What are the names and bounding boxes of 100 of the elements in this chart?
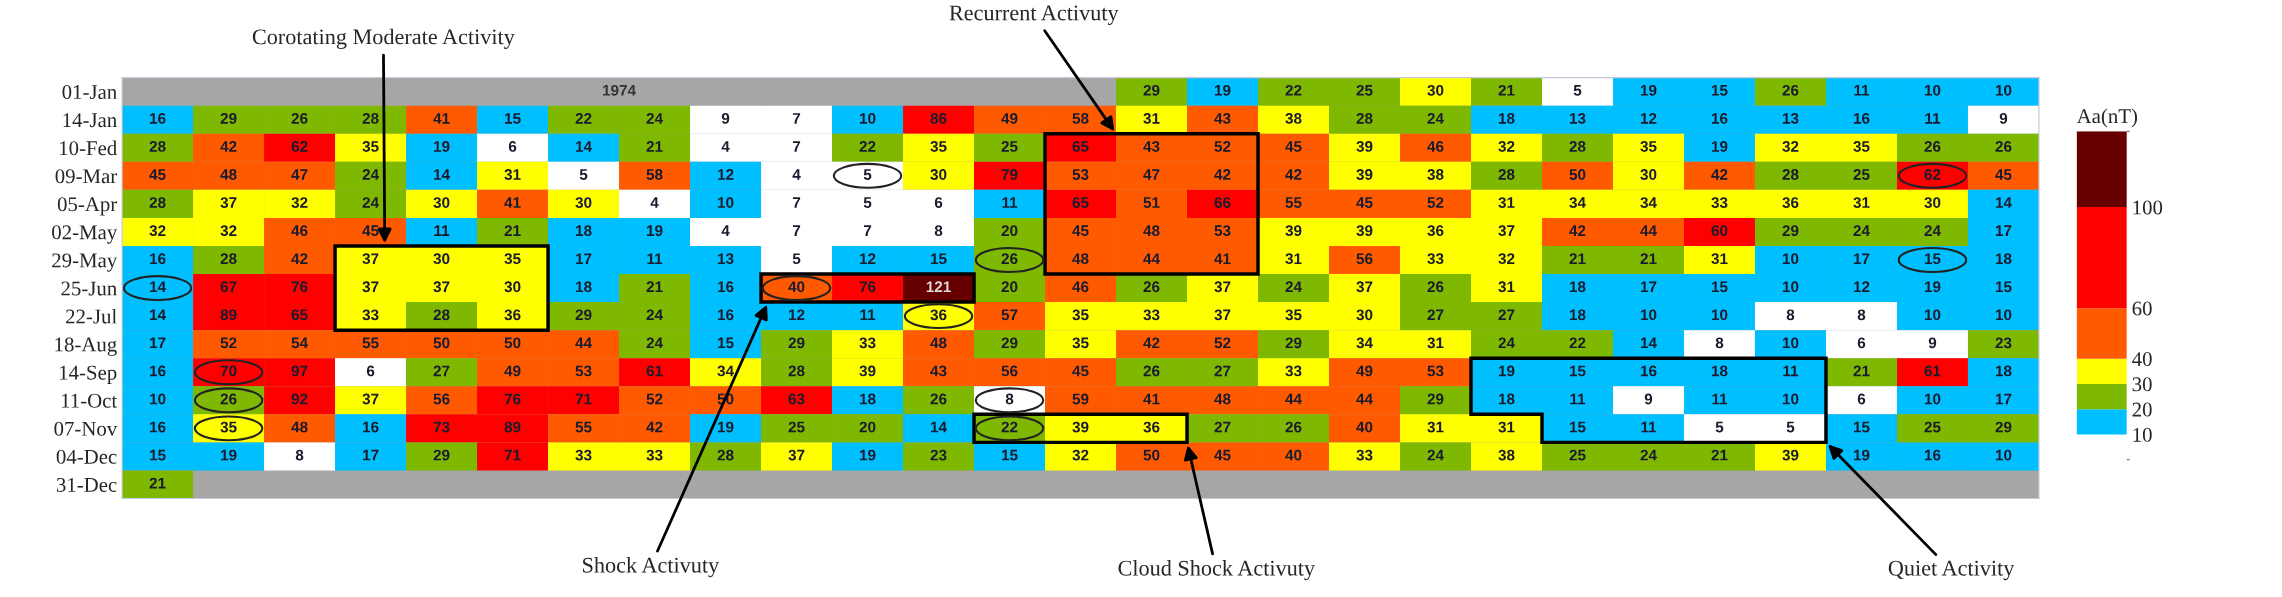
data-label: 28 [788,365,805,377]
data-label: 33 [1285,365,1302,377]
data-label: 36 [504,309,521,321]
data-label: 10 [1995,309,2012,321]
data-label: 14 [576,141,592,152]
data-label: 61 [646,365,663,377]
data-label: 67 [220,281,237,293]
data-label: 30 [1924,197,1941,208]
data-label: 7 [792,197,801,208]
data-label: 5 [863,197,872,208]
data-label: 9 [721,112,730,124]
data-label: 25 [1356,84,1373,96]
data-label: 15 [1711,281,1728,293]
data-label: 21 [1498,84,1515,96]
data-label: 79 [1001,169,1018,180]
data-label: 15 [150,449,166,461]
data-label: 24 [1853,225,1870,236]
data-label: 28 [149,197,166,208]
data-label: 16 [1640,365,1657,377]
data-label: 39 [1072,421,1089,433]
data-label: 86 [930,112,947,124]
data-label: 26 [220,393,237,405]
data-label: 48 [1143,225,1160,237]
data-label: 32 [1498,141,1515,152]
data-label: 50 [1569,169,1586,180]
data-label: 5 [863,169,872,180]
text: Cloud Shock Activuty [1118,560,1315,581]
data-label: 43 [1214,112,1231,124]
data-label: 30 [504,281,521,293]
data-label: 58 [646,169,663,180]
data-label: 29 [1143,84,1160,96]
data-label: 29 [220,112,237,124]
data-label: 11 [1641,421,1657,433]
data-label: 12 [718,169,734,180]
data-label: 32 [220,225,237,237]
data-label: 11 [1925,113,1941,124]
data-label: 37 [1356,281,1373,293]
data-label: 17 [1640,281,1657,292]
data-label: 45 [362,225,379,237]
y-tick-label: 14-Jan [63,113,117,128]
data-label: 49 [1356,365,1373,377]
data-label: 35 [504,253,521,265]
data-label: 10 [1924,393,1941,405]
data-label: 18 [1498,393,1515,405]
data-label: 29 [1001,337,1018,349]
data-label: 31 [1285,253,1302,265]
data-label: 45 [1214,449,1231,461]
data-label: 21 [646,281,663,292]
data-label: 62 [1924,169,1941,180]
data-label: 19 [1853,449,1870,461]
data-label: 25 [1924,421,1941,433]
text: Corotating Moderate Activity [252,28,515,49]
data-label: 56 [1001,365,1018,377]
data-label: 10 [1924,84,1941,96]
data-label: 34 [717,365,734,377]
data-label: 52 [1214,141,1231,152]
data-label: 44 [1143,253,1160,264]
data-label: 30 [575,197,592,208]
data-label: 76 [859,281,876,293]
data-label: 6 [1857,393,1866,405]
data-label: 17 [363,449,379,461]
data-label: 35 [220,421,237,433]
data-label: 37 [1498,225,1515,237]
data-label: 14 [1640,337,1657,349]
data-label: 10 [1711,309,1728,321]
data-label: 18 [1569,309,1586,321]
data-label: 45 [1995,169,2012,180]
data-label: 27 [1427,309,1444,321]
data-label: 39 [1782,449,1799,461]
data-label: 35 [1853,141,1870,152]
data-label: 56 [433,393,450,405]
data-label: 37 [362,393,379,405]
data-label: 7 [792,141,801,152]
data-label: 76 [504,393,521,405]
data-label: 49 [504,365,521,377]
data-label: 19 [1214,84,1231,96]
data-label: 14 [150,309,166,321]
data-label: 38 [1498,449,1515,461]
data-label: 31 [1427,337,1444,349]
data-label: 14 [150,281,166,292]
data-label: 43 [1143,141,1160,152]
data-label: 6 [934,197,943,208]
data-label: 25 [788,421,805,433]
data-label: 28 [433,309,450,321]
data-label: 17 [1995,225,2012,236]
data-label: 5 [1573,85,1582,96]
data-label: 15 [718,337,734,349]
data-label: 59 [1072,393,1089,405]
data-label: 19 [718,421,734,433]
data-label: 16 [150,112,166,124]
data-label: 31 [1498,197,1515,208]
data-label: 40 [1285,449,1302,461]
data-label: 14 [434,169,450,180]
data-label: 24 [1285,281,1302,292]
data-label: 24 [1427,112,1444,124]
data-label: 11 [647,253,663,264]
data-label: 26 [1782,84,1799,96]
data-label: 12 [789,309,805,321]
data-label: 4 [650,197,659,208]
data-label: 31 [1711,253,1728,265]
